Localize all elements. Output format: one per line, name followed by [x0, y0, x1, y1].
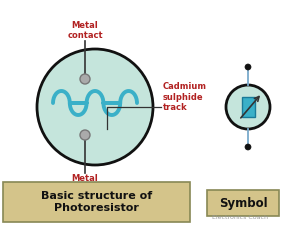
Circle shape: [80, 130, 90, 140]
Text: Electronics Coach: Electronics Coach: [212, 215, 268, 220]
Text: Cadmium
sulphide
track: Cadmium sulphide track: [163, 82, 207, 112]
Circle shape: [37, 49, 153, 165]
Circle shape: [226, 85, 270, 129]
Text: Metal
contact: Metal contact: [67, 174, 103, 194]
Text: Metal
contact: Metal contact: [67, 21, 103, 40]
Text: Basic structure of
Photoresistor: Basic structure of Photoresistor: [41, 191, 152, 213]
Text: Symbol: Symbol: [219, 196, 267, 209]
Circle shape: [80, 74, 90, 84]
FancyBboxPatch shape: [207, 190, 279, 216]
Circle shape: [245, 144, 251, 150]
Circle shape: [245, 64, 251, 70]
Bar: [242, 97, 254, 117]
FancyBboxPatch shape: [3, 182, 190, 222]
